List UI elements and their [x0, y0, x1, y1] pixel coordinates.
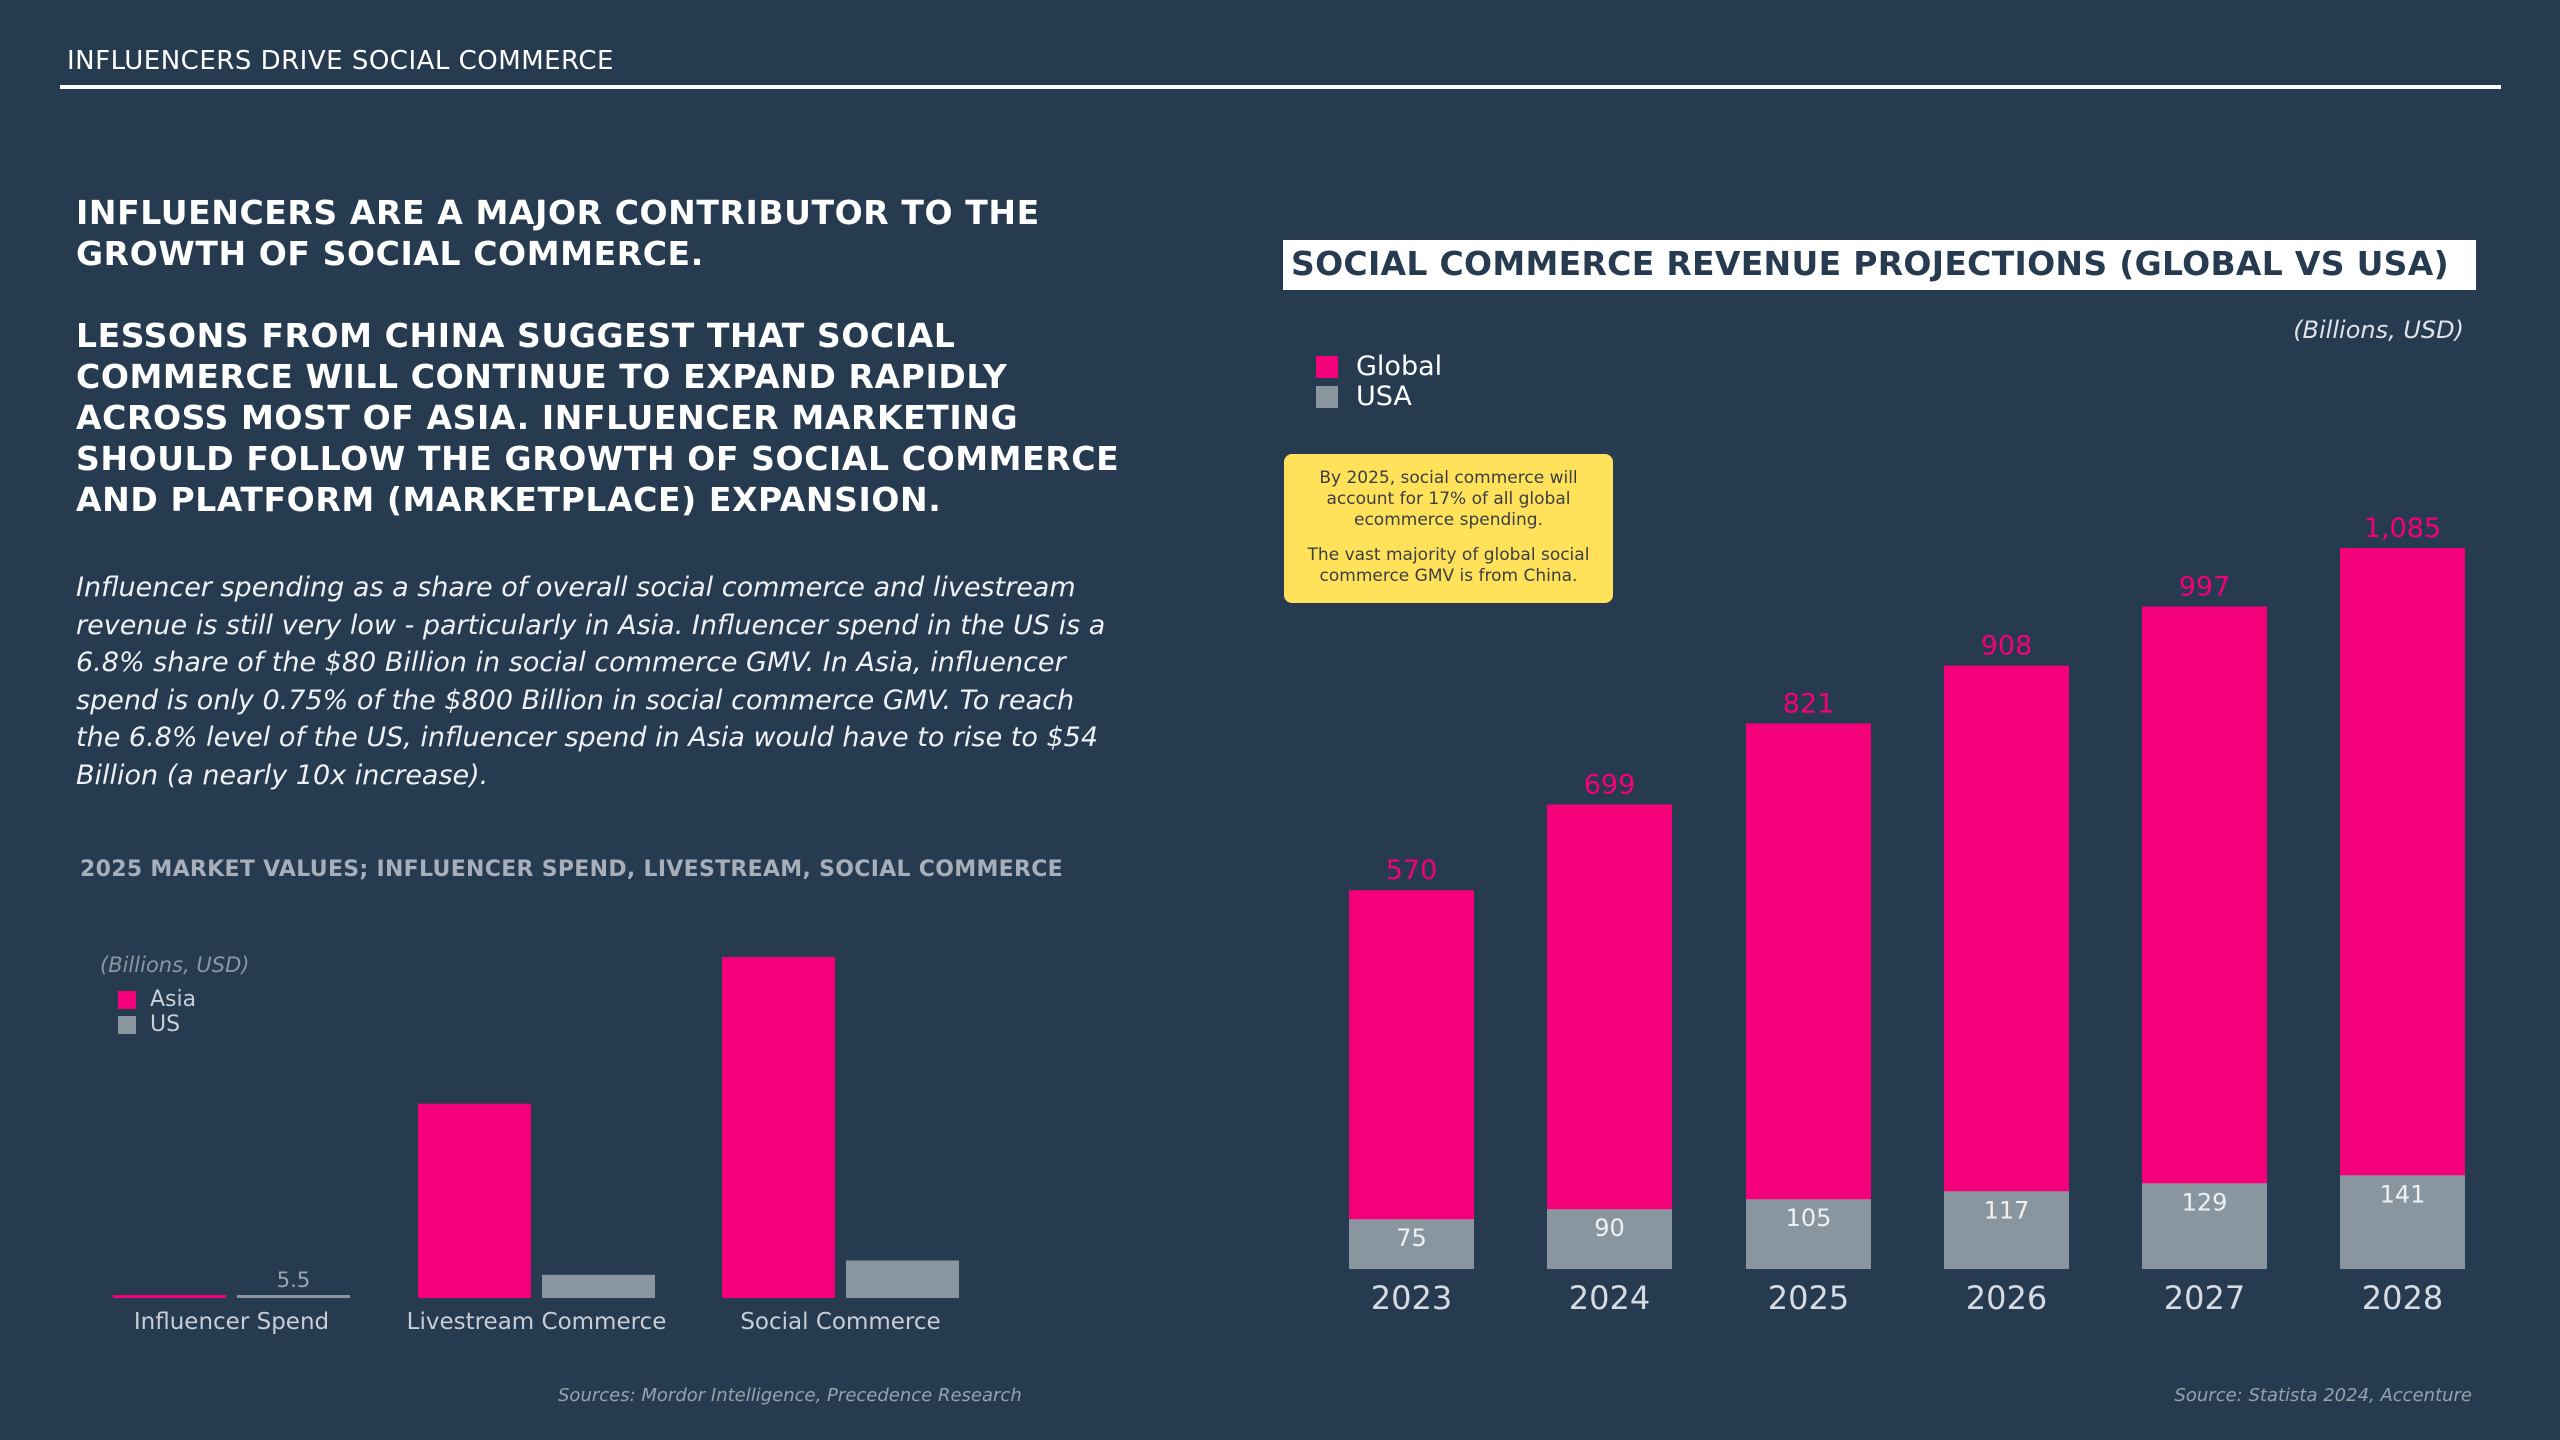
legend-item-usa: USA: [1316, 382, 1442, 412]
right-chart-units: (Billions, USD): [2293, 316, 2464, 344]
x-tick-label-2: Social Commerce: [740, 1309, 940, 1335]
bar-us-1: [542, 1274, 655, 1298]
data-label-global-2028: 1,085: [2364, 513, 2441, 544]
left-chart-legend: Asia US: [118, 987, 196, 1037]
bar-usa-2023: [1349, 1219, 1474, 1269]
legend-swatch-global: [1316, 356, 1338, 378]
bar-global-2024: [1547, 804, 1672, 1269]
bar-usa-2026: [1944, 1191, 2069, 1269]
data-label-usa-2023: 75: [1396, 1224, 1427, 1252]
legend-label-usa: USA: [1356, 381, 1412, 412]
right-chart-title-box: [1283, 240, 2476, 290]
bar-us-0: [237, 1295, 350, 1298]
callout-line-2: The vast majority of global social comme…: [1307, 545, 1590, 586]
left-chart-source: Sources: Mordor Intelligence, Precedence…: [558, 1385, 1022, 1406]
lead-paragraph-2: LESSONS FROM CHINA SUGGEST THAT SOCIAL C…: [76, 316, 1120, 519]
data-label-usa-2024: 90: [1594, 1214, 1625, 1242]
legend-swatch-asia: [118, 990, 136, 1009]
legend-swatch-us: [118, 1015, 136, 1034]
lead-text: INFLUENCERS ARE A MAJOR CONTRIBUTOR TO T…: [76, 192, 1136, 520]
legend-item-asia: Asia: [118, 987, 196, 1012]
header-divider: [60, 85, 2501, 89]
legend-label-asia: Asia: [150, 987, 197, 1012]
bar-usa-2024: [1547, 1209, 1672, 1269]
page-header-title: INFLUENCERS DRIVE SOCIAL COMMERCE: [67, 46, 614, 76]
data-label-global-2023: 570: [1386, 855, 1438, 886]
bar-global-2027: [2142, 606, 2267, 1269]
left-chart-units: (Billions, USD): [100, 953, 250, 977]
legend-item-us: US: [118, 1012, 196, 1037]
bar-asia-0: [113, 1295, 226, 1298]
left-chart-title: 2025 MARKET VALUES; INFLUENCER SPEND, LI…: [80, 857, 1063, 882]
legend-swatch-usa: [1316, 386, 1338, 408]
right-chart-source: Source: Statista 2024, Accenture: [2174, 1385, 2472, 1406]
x-tick-label-0: Influencer Spend: [134, 1309, 329, 1335]
x-tick-label-1: Livestream Commerce: [407, 1309, 667, 1335]
bar-global-2025: [1746, 723, 1871, 1269]
data-label-usa-2026: 117: [1984, 1196, 2030, 1224]
bar-asia-1: [418, 1103, 531, 1298]
bar-us-2: [846, 1260, 959, 1298]
bar-global-2028: [2340, 548, 2465, 1269]
legend-label-us: US: [150, 1012, 181, 1037]
x-tick-label-2023: 2023: [1371, 1279, 1452, 1317]
right-chart-title: SOCIAL COMMERCE REVENUE PROJECTIONS (GLO…: [1291, 244, 2449, 283]
legend-item-global: Global: [1316, 352, 1442, 382]
x-tick-label-2026: 2026: [1966, 1279, 2047, 1317]
data-label-global-2026: 908: [1981, 631, 2033, 662]
bar-global-2023: [1349, 890, 1474, 1269]
x-tick-label-2028: 2028: [2362, 1279, 2443, 1317]
lead-paragraph-1: INFLUENCERS ARE A MAJOR CONTRIBUTOR TO T…: [76, 193, 1040, 273]
bar-usa-2025: [1746, 1199, 1871, 1269]
callout-note: By 2025, social commerce will account fo…: [1284, 454, 1613, 603]
data-label-usa-2025: 105: [1786, 1204, 1832, 1232]
right-chart-legend: Global USA: [1316, 352, 1442, 412]
bar-usa-2028: [2340, 1175, 2465, 1269]
body-paragraph: Influencer spending as a share of overal…: [76, 572, 1106, 791]
data-label-usa-2028: 141: [2380, 1180, 2426, 1208]
data-label-global-2025: 821: [1783, 688, 1835, 719]
x-tick-label-2025: 2025: [1768, 1279, 1849, 1317]
data-label-us-0: 5.5: [277, 1268, 310, 1292]
data-label-global-2024: 699: [1584, 770, 1636, 801]
bar-usa-2027: [2142, 1183, 2267, 1269]
x-tick-label-2024: 2024: [1569, 1279, 1650, 1317]
x-tick-label-2027: 2027: [2164, 1279, 2245, 1317]
legend-label-global: Global: [1356, 351, 1443, 382]
bar-global-2026: [1944, 665, 2069, 1269]
bar-asia-2: [722, 957, 835, 1298]
data-label-usa-2027: 129: [2182, 1188, 2228, 1216]
callout-line-1: By 2025, social commerce will account fo…: [1319, 468, 1578, 530]
data-label-global-2027: 997: [2179, 571, 2231, 602]
